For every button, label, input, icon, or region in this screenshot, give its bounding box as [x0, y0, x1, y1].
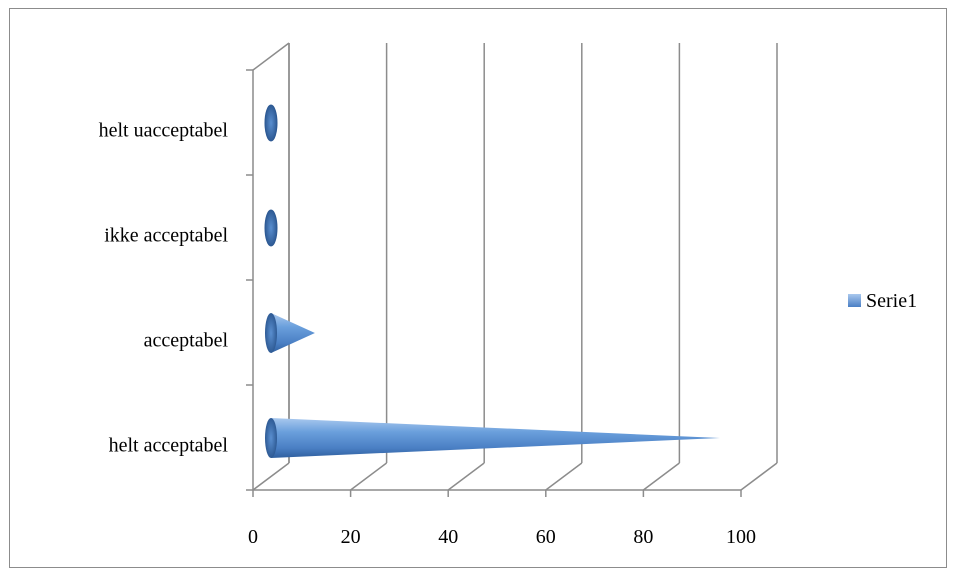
x-tick-label: 100	[726, 526, 756, 548]
floor-gridline	[642, 462, 680, 491]
cone-base	[265, 418, 277, 458]
legend-swatch-serie1	[848, 294, 861, 307]
cone-base	[264, 104, 278, 142]
x-axis-tick-labels: 0 20 40 60 80 100	[248, 526, 756, 548]
x-tick-label: 20	[341, 526, 361, 548]
cone-bar	[265, 418, 720, 458]
cone-body	[271, 418, 720, 458]
floor-gridline	[545, 462, 583, 491]
cone-bar	[264, 104, 278, 142]
cone-body	[271, 313, 315, 353]
x-tick-label: 40	[438, 526, 458, 548]
gridlines	[252, 43, 778, 497]
floor-gridline	[447, 462, 485, 491]
cone-bar	[264, 209, 278, 247]
floor-gridline	[252, 462, 290, 491]
x-tick-label: 80	[633, 526, 653, 548]
x-tick-label: 0	[248, 526, 258, 548]
left-wall-top-edge	[252, 42, 290, 71]
category-label: helt acceptabel	[109, 435, 229, 457]
category-label: acceptabel	[144, 330, 229, 352]
cone-bar	[265, 313, 315, 353]
bar-series	[264, 104, 720, 458]
legend: Serie1	[848, 290, 917, 312]
chart-frame	[9, 8, 947, 568]
floor-gridline	[740, 462, 778, 491]
y-axis-category-labels: helt acceptabel acceptabel ikke acceptabel…	[99, 120, 229, 457]
x-tick-label: 60	[536, 526, 556, 548]
floor-gridline	[350, 462, 388, 491]
category-label: ikke acceptabel	[104, 225, 228, 247]
legend-label-serie1: Serie1	[866, 290, 917, 312]
cone-base	[264, 209, 278, 247]
category-label: helt uacceptabel	[99, 120, 229, 142]
cone-base	[265, 313, 277, 353]
